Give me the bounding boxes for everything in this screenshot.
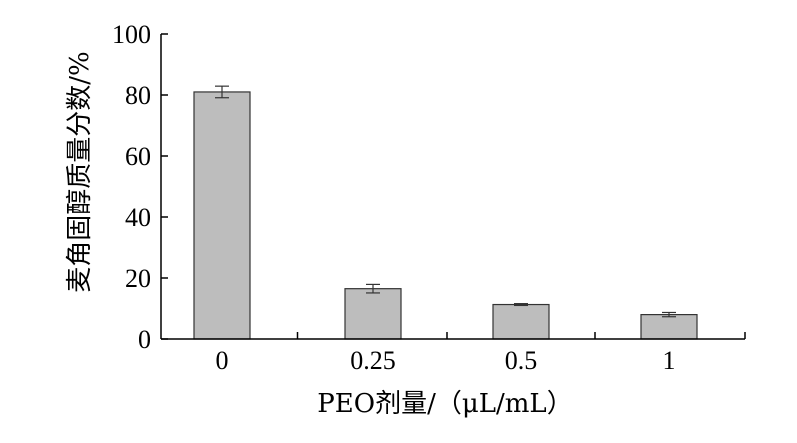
bar-0 bbox=[193, 91, 251, 340]
y-axis-title: 麦角固醇质量分数/% bbox=[65, 51, 95, 292]
y-tick-label-0: 0 bbox=[138, 325, 151, 354]
y-tick-label-40: 40 bbox=[125, 203, 151, 232]
x-axis-title: PEO剂量/（μL/mL） bbox=[317, 389, 572, 419]
x-tick-label-1: 1 bbox=[663, 346, 676, 375]
x-tick-label-0.25: 0.25 bbox=[350, 346, 396, 375]
error-bar-0 bbox=[215, 85, 229, 99]
axes-layer bbox=[160, 34, 745, 340]
error-bar-1 bbox=[662, 311, 676, 318]
error-bar-0.25 bbox=[366, 283, 380, 294]
x-tick-label-0.5: 0.5 bbox=[505, 346, 538, 375]
bars-layer bbox=[193, 85, 698, 340]
y-tick-label-80: 80 bbox=[125, 81, 151, 110]
error-bar-0.5 bbox=[514, 303, 528, 307]
bar-1 bbox=[640, 314, 698, 340]
y-tick-label-60: 60 bbox=[125, 142, 151, 171]
bar-0.5 bbox=[492, 303, 550, 340]
bar-0.25 bbox=[344, 288, 402, 340]
x-tick-label-0: 0 bbox=[216, 346, 229, 375]
y-tick-label-100: 100 bbox=[112, 20, 151, 49]
y-tick-label-20: 20 bbox=[125, 264, 151, 293]
ticks-layer: 0 20 40 60 80 100 0 0.25 0.5 1 bbox=[112, 20, 746, 375]
